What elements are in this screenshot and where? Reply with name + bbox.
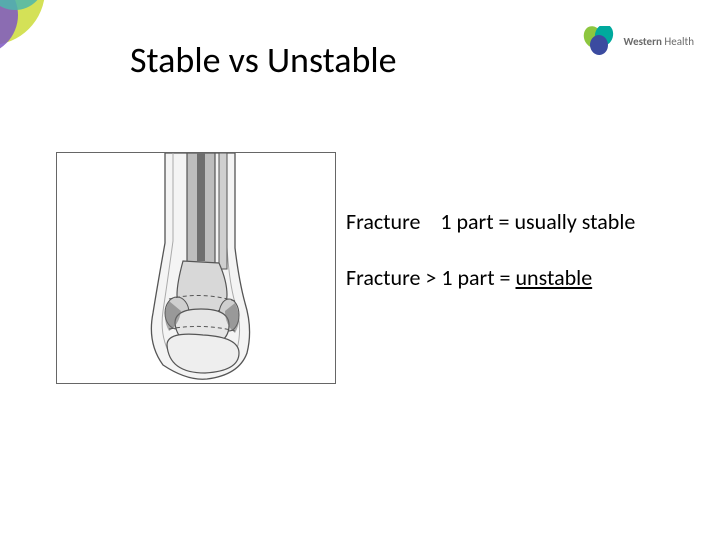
ankle-diagram <box>57 153 336 384</box>
text-line-2-underlined: unstable <box>516 264 593 291</box>
brand-logo-text: Western Health <box>624 35 695 48</box>
slide: Stable vs Unstable Western Health <box>0 0 720 540</box>
diagram-container <box>56 152 336 384</box>
brand-word-rest: Health <box>662 35 694 48</box>
brand-word-bold: Western <box>624 35 662 48</box>
brand-logo: Western Health <box>582 26 695 56</box>
text-line-1: Fracture 1 part = usually stable <box>346 208 635 235</box>
text-line-2-prefix: Fracture > 1 part = <box>346 264 516 291</box>
corner-decoration <box>0 0 60 60</box>
slide-title: Stable vs Unstable <box>130 38 397 82</box>
brand-logo-icon <box>582 26 618 56</box>
text-line-2: Fracture > 1 part = unstable <box>346 264 592 291</box>
